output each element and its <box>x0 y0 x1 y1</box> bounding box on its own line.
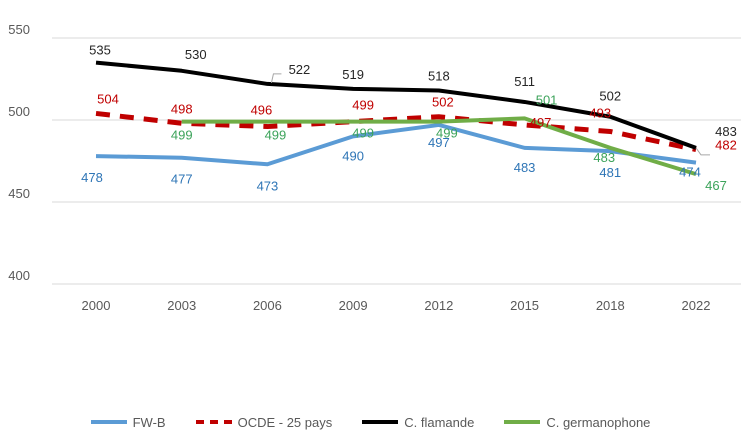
data-label: 483 <box>593 150 615 165</box>
legend-label: OCDE - 25 pays <box>237 414 333 430</box>
x-tick-label: 2018 <box>596 298 625 313</box>
leader-line <box>695 147 710 156</box>
x-tick-label: 2000 <box>82 298 111 313</box>
data-label: 498 <box>171 101 193 116</box>
x-tick-label: 2009 <box>339 298 368 313</box>
series-lines <box>95 60 697 177</box>
data-label: 499 <box>436 126 458 141</box>
data-label: 499 <box>352 126 374 141</box>
line-chart: 400 450 500 550 2000 2003 2006 2009 2012 2015 201… <box>8 22 741 313</box>
leader-line <box>270 73 282 84</box>
legend-label: FW-B <box>132 414 166 430</box>
data-label: 518 <box>428 68 450 83</box>
data-label: 477 <box>171 172 193 187</box>
data-label: 502 <box>599 89 621 104</box>
legend-swatch <box>195 420 232 424</box>
data-label: 519 <box>342 67 364 82</box>
legend-item: C. germanophone <box>504 415 650 430</box>
y-tick-label: 400 <box>8 268 30 283</box>
x-tick-label: 2012 <box>424 298 453 313</box>
data-label: 497 <box>530 115 552 130</box>
data-label: 501 <box>536 92 558 107</box>
data-label: 502 <box>432 95 454 110</box>
legend: FW-B OCDE - 25 pays C. flamande C. germanop… <box>0 404 741 440</box>
legend-item: OCDE - 25 pays <box>195 414 333 430</box>
data-label: 499 <box>352 98 374 113</box>
x-tick-label: 2022 <box>682 298 711 313</box>
data-label: 473 <box>257 178 279 193</box>
data-label: 504 <box>97 91 119 106</box>
data-label: 497 <box>428 135 450 150</box>
series-line-c-germanophone <box>181 116 697 177</box>
legend-swatch <box>504 420 541 424</box>
series-line-c-flamande <box>95 60 697 150</box>
y-tick-label: 500 <box>8 104 30 119</box>
data-label: 535 <box>89 43 111 58</box>
legend-item: C. flamande <box>362 415 474 430</box>
x-axis-ticks: 2000 2003 2006 2009 2012 2015 2018 2022 <box>82 298 711 313</box>
gridlines <box>52 37 741 285</box>
y-tick-label: 450 <box>8 186 30 201</box>
x-tick-label: 2006 <box>253 298 282 313</box>
legend-swatch <box>90 420 127 424</box>
data-label: 490 <box>342 148 364 163</box>
y-tick-label: 550 <box>8 22 30 37</box>
data-label: 478 <box>81 170 103 185</box>
data-label: 499 <box>265 128 287 143</box>
data-label: 530 <box>185 47 207 62</box>
series-line-ocde-25-pays <box>95 110 697 152</box>
data-label: 499 <box>171 128 193 143</box>
legend-label: C. germanophone <box>546 414 651 430</box>
legend-swatch <box>362 420 399 424</box>
data-label: 481 <box>599 165 621 180</box>
data-label: 482 <box>715 138 737 153</box>
data-label: 483 <box>715 124 737 139</box>
y-axis-ticks: 400 450 500 550 <box>8 22 30 283</box>
data-label: 483 <box>514 160 536 175</box>
data-label: 511 <box>514 74 535 89</box>
x-tick-label: 2003 <box>167 298 196 313</box>
legend-label: C. flamande <box>404 414 475 430</box>
data-label: 467 <box>705 178 727 193</box>
x-tick-label: 2015 <box>510 298 539 313</box>
data-label: 496 <box>251 103 273 118</box>
data-label: 522 <box>289 62 311 77</box>
data-label: 493 <box>589 105 611 120</box>
series-line-fw-b <box>95 122 697 167</box>
legend-item: FW-B <box>90 414 166 430</box>
data-label: 474 <box>679 165 701 180</box>
